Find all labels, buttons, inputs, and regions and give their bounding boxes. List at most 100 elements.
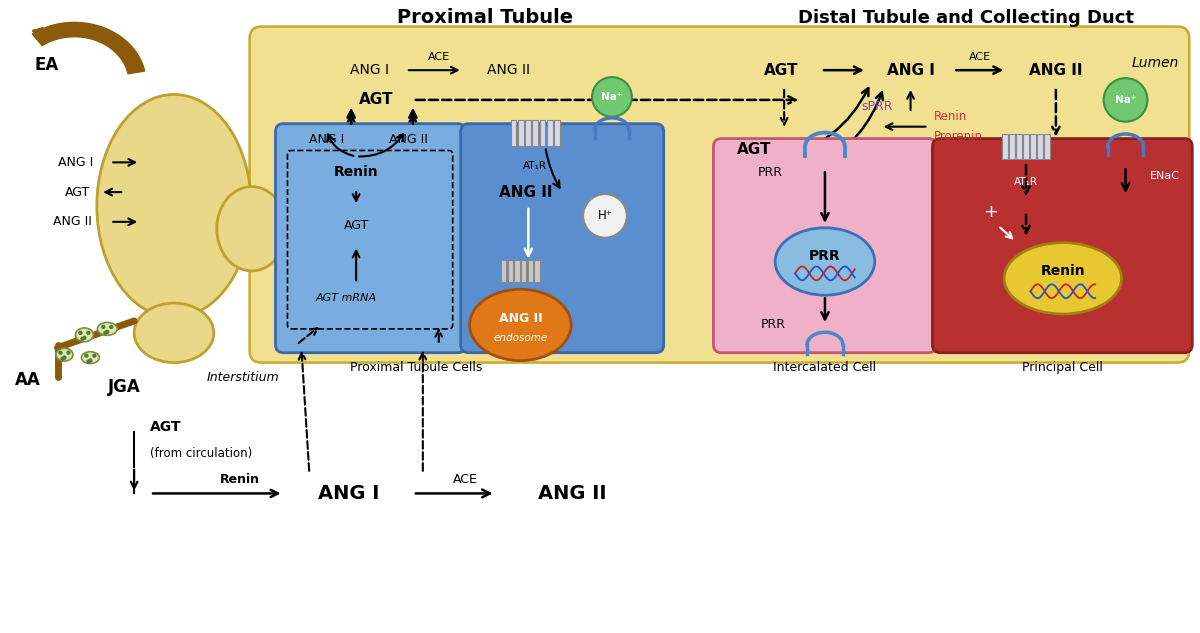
Ellipse shape bbox=[775, 228, 875, 295]
FancyBboxPatch shape bbox=[250, 27, 1189, 363]
Text: ANG II: ANG II bbox=[538, 484, 606, 503]
Bar bbox=[528, 261, 533, 282]
Text: Renin: Renin bbox=[334, 165, 378, 179]
Ellipse shape bbox=[469, 289, 571, 361]
Text: AGT: AGT bbox=[65, 185, 90, 199]
Text: Prorenin: Prorenin bbox=[934, 130, 983, 143]
Bar bbox=[511, 120, 516, 146]
Circle shape bbox=[66, 351, 71, 355]
Circle shape bbox=[106, 330, 109, 334]
Text: Na⁺: Na⁺ bbox=[1115, 95, 1136, 105]
Bar bbox=[1016, 134, 1021, 160]
Circle shape bbox=[83, 335, 86, 340]
Text: AA: AA bbox=[14, 372, 41, 389]
Bar bbox=[1009, 134, 1015, 160]
FancyBboxPatch shape bbox=[932, 139, 1193, 353]
Text: Renin: Renin bbox=[934, 110, 967, 123]
Text: H⁺: H⁺ bbox=[598, 210, 612, 222]
Ellipse shape bbox=[56, 348, 73, 361]
Polygon shape bbox=[32, 22, 145, 74]
Text: Proximal Tubule: Proximal Tubule bbox=[397, 8, 574, 27]
Circle shape bbox=[86, 330, 90, 335]
Text: Interstitium: Interstitium bbox=[206, 371, 280, 384]
Bar bbox=[1024, 134, 1028, 160]
Text: AT₁R: AT₁R bbox=[1014, 177, 1038, 187]
Text: AGT mRNA: AGT mRNA bbox=[316, 293, 377, 303]
Ellipse shape bbox=[1004, 242, 1122, 314]
Text: sPRR: sPRR bbox=[860, 101, 893, 113]
Bar bbox=[1037, 134, 1043, 160]
Text: PRR: PRR bbox=[809, 249, 841, 263]
Circle shape bbox=[88, 358, 92, 363]
Text: AGT: AGT bbox=[343, 219, 368, 232]
Circle shape bbox=[86, 360, 90, 364]
Text: EA: EA bbox=[35, 56, 59, 74]
Text: ANG I: ANG I bbox=[887, 63, 935, 78]
Text: ACE: ACE bbox=[454, 473, 478, 486]
Text: ANG II: ANG II bbox=[390, 133, 428, 146]
Text: Renin: Renin bbox=[220, 473, 259, 486]
Ellipse shape bbox=[82, 352, 100, 363]
FancyBboxPatch shape bbox=[276, 123, 466, 353]
Text: +: + bbox=[983, 203, 997, 221]
Text: AGT: AGT bbox=[737, 142, 772, 157]
Bar bbox=[508, 261, 512, 282]
Ellipse shape bbox=[97, 94, 251, 318]
Circle shape bbox=[78, 330, 83, 335]
Text: Distal Tubule and Collecting Duct: Distal Tubule and Collecting Duct bbox=[798, 9, 1134, 27]
Text: Proximal Tubule Cells: Proximal Tubule Cells bbox=[349, 361, 482, 374]
Circle shape bbox=[101, 325, 106, 329]
Circle shape bbox=[1104, 78, 1147, 122]
Text: ANG II: ANG II bbox=[498, 313, 542, 325]
Text: ANG I: ANG I bbox=[308, 133, 344, 146]
Bar bbox=[533, 120, 538, 146]
Bar bbox=[554, 120, 560, 146]
Bar bbox=[547, 120, 553, 146]
Text: PRR: PRR bbox=[761, 318, 786, 332]
Text: ANG II: ANG II bbox=[1030, 63, 1082, 78]
Text: Lumen: Lumen bbox=[1132, 56, 1180, 70]
Text: AT₁R: AT₁R bbox=[523, 161, 547, 172]
Bar bbox=[502, 261, 506, 282]
Text: JGA: JGA bbox=[108, 379, 140, 396]
Circle shape bbox=[109, 325, 114, 329]
Circle shape bbox=[62, 356, 67, 360]
Text: ENaC: ENaC bbox=[1150, 172, 1180, 181]
Circle shape bbox=[59, 351, 62, 355]
Text: ACE: ACE bbox=[427, 53, 450, 62]
FancyBboxPatch shape bbox=[714, 139, 936, 353]
Bar bbox=[515, 261, 520, 282]
Bar bbox=[1002, 134, 1008, 160]
Text: AGT: AGT bbox=[764, 63, 798, 78]
Text: AGT: AGT bbox=[359, 92, 394, 108]
Text: Intercalated Cell: Intercalated Cell bbox=[773, 361, 876, 374]
Text: ANG II: ANG II bbox=[487, 63, 530, 77]
Text: endosome: endosome bbox=[493, 333, 547, 343]
Circle shape bbox=[92, 353, 96, 358]
Text: Principal Cell: Principal Cell bbox=[1022, 361, 1103, 374]
Text: ACE: ACE bbox=[970, 53, 991, 62]
Bar bbox=[521, 261, 527, 282]
Circle shape bbox=[80, 337, 84, 341]
Text: ANG I: ANG I bbox=[349, 63, 389, 77]
Text: Renin: Renin bbox=[1040, 265, 1085, 279]
Ellipse shape bbox=[134, 303, 214, 363]
Bar bbox=[518, 120, 523, 146]
Text: ANG I: ANG I bbox=[318, 484, 380, 503]
Bar bbox=[540, 120, 546, 146]
Ellipse shape bbox=[76, 328, 94, 342]
Ellipse shape bbox=[217, 187, 287, 271]
Text: (from circulation): (from circulation) bbox=[150, 448, 252, 460]
Bar bbox=[534, 261, 540, 282]
Text: ANG II: ANG II bbox=[498, 185, 552, 199]
Bar bbox=[1044, 134, 1050, 160]
Circle shape bbox=[84, 353, 89, 358]
Text: Na⁺: Na⁺ bbox=[601, 92, 623, 102]
Circle shape bbox=[583, 194, 626, 238]
Circle shape bbox=[60, 356, 65, 361]
Bar bbox=[526, 120, 530, 146]
Text: PRR: PRR bbox=[757, 166, 782, 179]
Circle shape bbox=[592, 77, 632, 116]
Text: ANG I: ANG I bbox=[58, 156, 92, 169]
Bar bbox=[1031, 134, 1036, 160]
